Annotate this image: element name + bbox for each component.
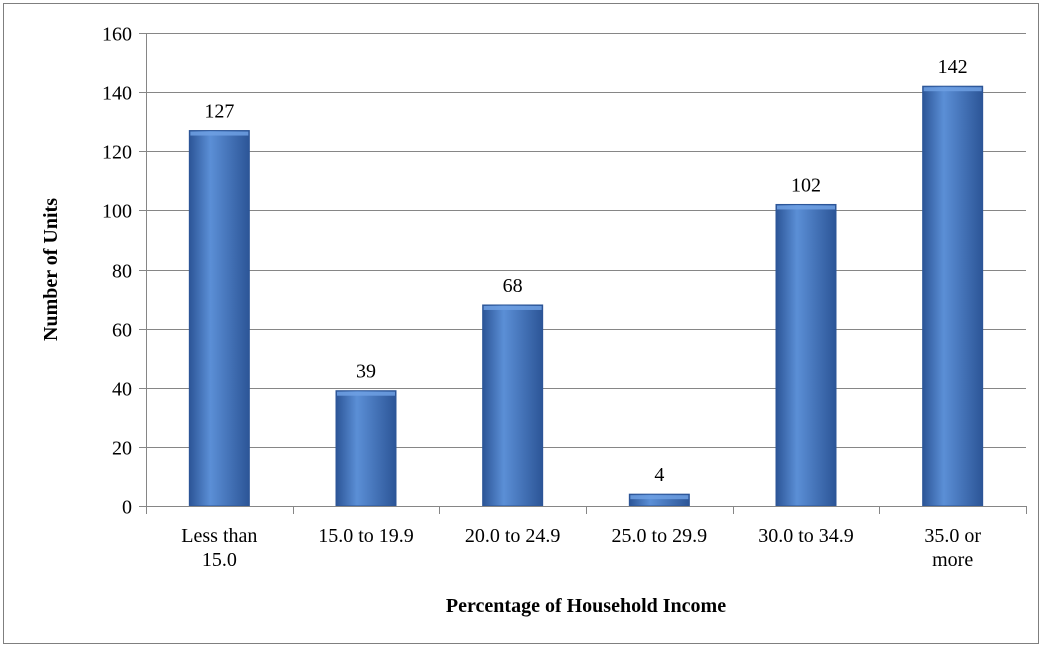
data-label: 142 [938, 56, 968, 78]
y-tick-label: 60 [112, 320, 132, 342]
bar [335, 390, 397, 507]
x-axis-title: Percentage of Household Income [446, 595, 726, 617]
data-label: 102 [791, 174, 821, 196]
y-tick-label: 120 [102, 142, 132, 164]
labels: 0 20 40 60 80 100 120 140 160 127 Less than 15.0 39 1… [102, 24, 981, 572]
bar-chart: 0 20 40 60 80 100 120 140 160 127 Less than 15.0 39 1… [40, 24, 1027, 617]
data-label: 4 [654, 464, 664, 486]
x-tick-label: 25.0 to 29.9 [612, 525, 708, 547]
bars [188, 85, 984, 507]
gridlines [146, 33, 1026, 448]
y-tick-label: 20 [112, 438, 132, 460]
chart-area: 0 20 40 60 80 100 120 140 160 127 Less than 15.0 39 1… [3, 3, 1039, 644]
y-tick-label: 40 [112, 379, 132, 401]
axes [139, 33, 1027, 514]
x-tick-label: 15.0 to 19.9 [318, 525, 414, 547]
data-label: 39 [356, 361, 376, 383]
data-label: 68 [503, 275, 523, 297]
bar [188, 130, 250, 507]
x-tick-label: 20.0 to 24.9 [465, 525, 561, 547]
x-tick-label: Less than 15.0 [181, 525, 257, 571]
y-tick-label: 80 [112, 261, 132, 283]
bar [922, 85, 984, 507]
y-tick-label: 0 [122, 497, 132, 519]
x-tick-label: 30.0 to 34.9 [758, 525, 854, 547]
data-label: 127 [204, 101, 234, 123]
y-tick-label: 140 [102, 83, 132, 105]
bar [628, 493, 690, 507]
y-axis-title: Number of Units [40, 198, 62, 341]
y-tick-label: 160 [102, 24, 132, 46]
x-tick-label: 35.0 or more [924, 525, 981, 571]
bar [775, 203, 837, 507]
y-tick-label: 100 [102, 201, 132, 223]
bar [482, 304, 544, 507]
